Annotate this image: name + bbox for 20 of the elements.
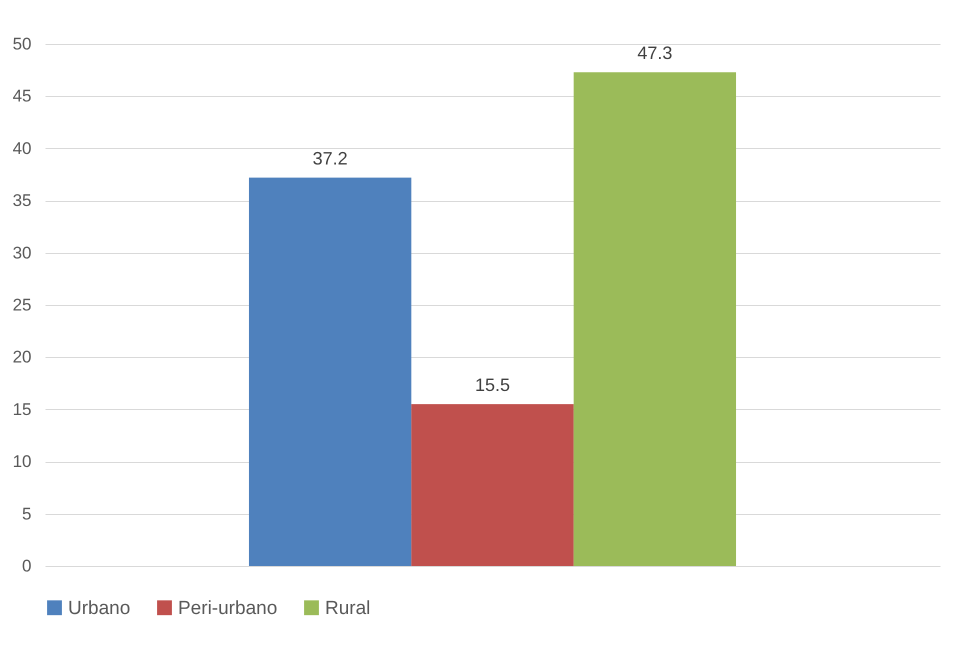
y-tick-label: 35 (12, 191, 32, 210)
bar (411, 404, 574, 566)
bar (248, 178, 412, 566)
y-tick-label: 20 (12, 348, 32, 367)
y-tick-label: 10 (12, 452, 32, 472)
y-tick-label: 50 (12, 34, 32, 54)
y-tick-label: 45 (12, 86, 32, 106)
y-tick-label: 0 (22, 556, 32, 576)
y-tick-label: 5 (22, 504, 32, 524)
y-tick-label: 40 (12, 138, 32, 158)
legend-label: Urbano (68, 598, 130, 619)
data-label: 47.3 (637, 43, 672, 64)
data-label: 37.2 (312, 148, 348, 169)
y-tick-label: 15 (12, 400, 32, 419)
bar (574, 72, 736, 566)
legend-label: Rural (325, 598, 370, 619)
y-tick-label: 25 (12, 296, 32, 314)
legend-label: Peri-urbano (178, 598, 278, 619)
data-label: 15.5 (474, 375, 510, 396)
y-tick-label: 30 (12, 243, 32, 262)
